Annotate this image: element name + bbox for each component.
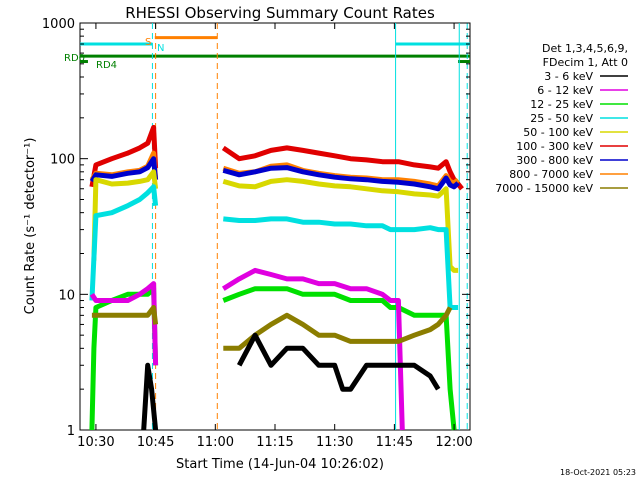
- y-axis-label: Count Rate (s⁻¹ detector⁻¹): [23, 138, 38, 315]
- legend-label: 800 - 7000 keV: [509, 168, 593, 181]
- x-tick-label: 11:45: [376, 435, 413, 450]
- data-series: [89, 124, 464, 431]
- series-line-7: [91, 305, 453, 351]
- legend-header-line-2: FDecim 1, Att 0: [543, 56, 628, 69]
- series-line-4: [89, 184, 459, 310]
- legend-label: 100 - 300 keV: [516, 140, 593, 153]
- chart-title: RHESSI Observing Summary Count Rates: [125, 4, 435, 22]
- series-line-2: [89, 156, 460, 192]
- mode-bar-labels: S N RD0 RD4: [64, 37, 164, 71]
- legend-label: 25 - 50 keV: [530, 112, 593, 125]
- legend-header-line-1: Det 1,3,4,5,6,9,: [542, 42, 628, 55]
- legend-label: 300 - 800 keV: [516, 154, 593, 167]
- mode-bars: [80, 36, 470, 64]
- y-tick-label: 10: [58, 288, 75, 303]
- x-tick-label: 12:00: [435, 435, 472, 450]
- plot-frame: [79, 22, 471, 431]
- label-rd4: RD4: [96, 60, 117, 71]
- vertical-markers: [151, 23, 468, 430]
- label-rd0: RD0: [64, 53, 85, 64]
- x-axis-label: Start Time (14-Jun-04 10:26:02): [176, 457, 384, 472]
- x-tick-label: 10:45: [137, 435, 174, 450]
- series-line-0: [89, 124, 464, 191]
- legend-label: 7000 - 15000 keV: [495, 182, 593, 195]
- x-tick-label: 10:30: [77, 435, 114, 450]
- series-line-8: [141, 332, 441, 431]
- series-line-6: [89, 267, 405, 431]
- y-tick-label: 1: [67, 424, 75, 439]
- y-tick-label: 100: [50, 153, 75, 168]
- legend-label: 12 - 25 keV: [530, 98, 593, 111]
- y-tick-label: 1000: [42, 17, 75, 32]
- legend-label: 50 - 100 keV: [523, 126, 593, 139]
- legend-label: 6 - 12 keV: [537, 84, 593, 97]
- legend: Det 1,3,4,5,6,9, FDecim 1, Att 0 3 - 6 k…: [495, 42, 628, 195]
- label-n: N: [157, 43, 164, 54]
- footer-date: 18-Oct-2021 05:23: [560, 468, 636, 477]
- x-tick-label: 11:15: [256, 435, 293, 450]
- legend-label: 3 - 6 keV: [544, 70, 593, 83]
- x-axis: 10:30 10:45 11:00 11:15 11:30 11:45 12:00: [77, 23, 473, 450]
- y-axis: 1 10 100 1000: [42, 17, 470, 439]
- label-s: S: [145, 37, 151, 48]
- plot-area: S N RD0 RD4: [64, 22, 471, 431]
- x-tick-label: 11:30: [316, 435, 353, 450]
- x-tick-label: 11:00: [197, 435, 234, 450]
